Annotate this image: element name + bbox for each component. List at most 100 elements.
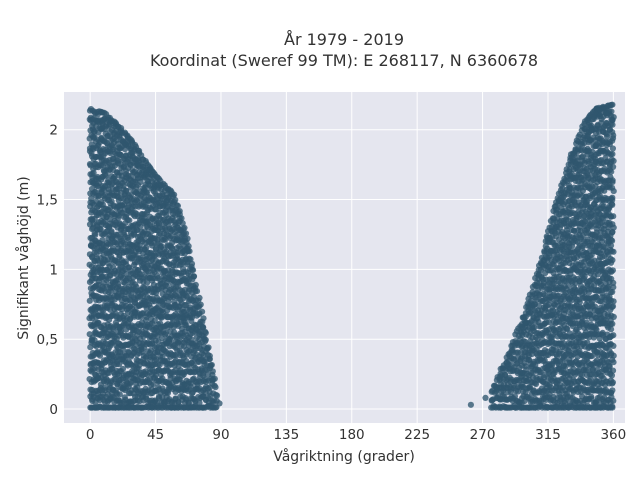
data-point bbox=[609, 151, 616, 158]
y-tick-label: 2 bbox=[49, 123, 58, 139]
data-point bbox=[209, 368, 216, 375]
data-point bbox=[115, 281, 122, 288]
data-point bbox=[103, 172, 110, 179]
data-point bbox=[192, 281, 199, 288]
data-point bbox=[108, 228, 115, 235]
x-tick-label: 90 bbox=[212, 427, 229, 443]
data-point bbox=[609, 237, 616, 244]
data-points bbox=[86, 101, 617, 411]
data-point bbox=[610, 163, 617, 170]
data-point bbox=[610, 397, 617, 404]
x-tick-label: 0 bbox=[86, 427, 95, 443]
data-point bbox=[189, 267, 197, 274]
data-point bbox=[496, 396, 504, 403]
data-point bbox=[607, 242, 615, 249]
data-point bbox=[610, 213, 617, 220]
x-tick-label: 270 bbox=[470, 427, 496, 443]
data-point bbox=[609, 257, 616, 264]
data-point bbox=[609, 194, 616, 201]
data-point bbox=[609, 201, 616, 208]
y-tick-label: 1,5 bbox=[37, 193, 58, 209]
data-point bbox=[467, 401, 474, 408]
x-axis-label: Vågriktning (grader) bbox=[273, 448, 415, 465]
data-point bbox=[119, 365, 126, 373]
data-point bbox=[610, 298, 617, 305]
data-point bbox=[594, 271, 601, 278]
data-point bbox=[188, 260, 196, 267]
data-point bbox=[171, 299, 178, 306]
x-tick-label: 135 bbox=[273, 427, 299, 443]
data-point bbox=[609, 101, 616, 108]
data-point bbox=[609, 403, 616, 410]
x-tick-labels: 0 45 90 135 180 225 270 315 360 bbox=[86, 427, 626, 443]
data-point bbox=[213, 392, 221, 399]
data-point bbox=[196, 294, 203, 301]
data-point bbox=[545, 319, 552, 326]
chart-title-line2: Koordinat (Sweref 99 TM): E 268117, N 63… bbox=[150, 51, 538, 70]
data-point bbox=[610, 157, 617, 165]
data-point bbox=[610, 188, 617, 195]
data-point bbox=[178, 215, 185, 222]
data-point bbox=[608, 326, 615, 333]
data-point bbox=[126, 217, 133, 224]
data-point bbox=[199, 308, 206, 315]
data-point bbox=[211, 375, 218, 382]
data-point bbox=[609, 379, 617, 386]
data-point bbox=[123, 187, 130, 194]
y-tick-label: 0,5 bbox=[37, 332, 58, 348]
y-tick-labels: 0 0,5 1 1,5 2 bbox=[37, 123, 58, 418]
data-point bbox=[609, 267, 617, 274]
data-point bbox=[92, 232, 99, 239]
data-point bbox=[143, 244, 150, 251]
data-point bbox=[206, 355, 213, 362]
data-point bbox=[610, 224, 617, 231]
data-point bbox=[172, 352, 179, 359]
data-point bbox=[609, 121, 616, 128]
data-point bbox=[609, 303, 617, 310]
x-tick-label: 225 bbox=[404, 427, 430, 443]
y-tick-label: 0 bbox=[49, 402, 58, 418]
data-point bbox=[90, 169, 97, 177]
x-tick-label: 360 bbox=[600, 427, 626, 443]
data-point bbox=[182, 230, 190, 237]
data-point bbox=[610, 279, 617, 286]
data-point bbox=[174, 202, 181, 209]
data-point bbox=[171, 191, 178, 198]
data-point bbox=[193, 288, 201, 295]
data-point bbox=[610, 248, 617, 255]
data-point bbox=[610, 332, 617, 339]
data-point bbox=[137, 178, 144, 186]
data-point bbox=[96, 352, 104, 359]
x-tick-label: 180 bbox=[339, 427, 365, 443]
data-point bbox=[202, 336, 209, 343]
data-point bbox=[184, 245, 191, 252]
data-point bbox=[116, 361, 123, 368]
y-axis-label: Signifikant våghöjd (m) bbox=[15, 176, 32, 339]
data-point bbox=[609, 387, 616, 394]
data-point bbox=[610, 342, 617, 349]
data-point bbox=[609, 288, 616, 296]
data-point bbox=[116, 391, 123, 398]
data-point bbox=[184, 235, 191, 242]
data-point bbox=[610, 284, 617, 291]
data-point bbox=[208, 361, 215, 369]
data-point bbox=[610, 132, 617, 139]
data-point bbox=[216, 400, 223, 407]
data-point bbox=[610, 359, 617, 366]
data-point bbox=[609, 320, 616, 327]
data-point bbox=[609, 145, 617, 152]
data-point bbox=[168, 245, 176, 252]
chart-title-line1: År 1979 - 2019 bbox=[284, 30, 404, 49]
data-point bbox=[605, 283, 612, 290]
data-point bbox=[609, 367, 617, 374]
data-point bbox=[610, 313, 617, 320]
data-point bbox=[608, 372, 616, 379]
data-point bbox=[196, 303, 203, 310]
data-point bbox=[190, 273, 198, 280]
data-point bbox=[179, 220, 186, 227]
data-point bbox=[531, 324, 538, 331]
data-point bbox=[608, 108, 615, 115]
x-tick-label: 45 bbox=[147, 427, 164, 443]
x-tick-label: 315 bbox=[535, 427, 561, 443]
data-point bbox=[608, 116, 615, 123]
